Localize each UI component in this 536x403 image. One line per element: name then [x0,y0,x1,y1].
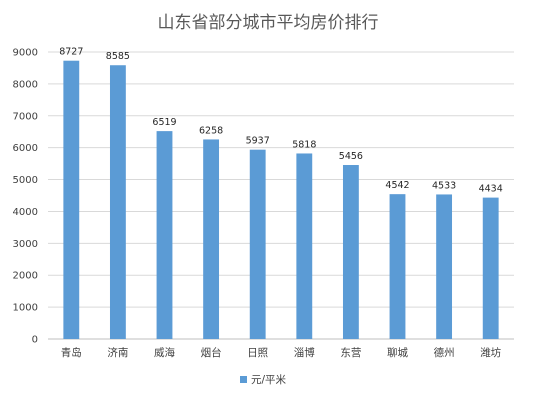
data-labels: 8727 8585 6519 6258 5937 5818 5456 4542 4533 4434 [59,47,503,195]
bar [63,60,80,340]
bar [389,194,406,339]
category-label: 聊城 [387,346,408,359]
category-label: 德州 [434,346,455,359]
category-label: 潍坊 [480,346,501,359]
chart-title: 山东省部分城市平均房价排行 [158,13,379,33]
y-tick-label: 5000 [13,175,38,186]
data-label: 5456 [339,151,363,162]
y-axis-ticks: 0 1000 2000 3000 4000 5000 6000 7000 8000 9000 [13,48,38,346]
data-label: 8585 [106,51,130,62]
category-label: 青岛 [61,346,82,359]
category-label: 济南 [107,346,128,359]
legend-label: 元/平米 [251,373,287,386]
bar [156,131,173,339]
bar [249,149,266,339]
data-label: 5818 [292,139,316,150]
data-label: 5937 [246,136,270,147]
bar [342,165,359,339]
category-label: 东营 [340,346,361,359]
data-label: 6519 [152,117,176,128]
y-tick-label: 3000 [13,239,38,250]
data-label: 8727 [59,47,83,58]
bar [436,194,453,339]
y-tick-label: 0 [32,335,38,346]
legend-swatch [240,376,247,383]
y-tick-label: 4000 [13,207,38,218]
category-label: 烟台 [201,346,222,359]
y-tick-label: 2000 [13,271,38,282]
category-label: 威海 [154,346,175,359]
data-label: 4542 [385,180,409,191]
category-label: 淄博 [294,346,315,359]
y-tick-label: 7000 [13,111,38,122]
bar [482,197,499,339]
category-label: 日照 [247,347,268,359]
bar [203,139,220,339]
y-tick-label: 1000 [13,303,38,314]
legend: 元/平米 [240,373,287,386]
bars [63,60,499,340]
y-tick-label: 6000 [13,143,38,154]
y-tick-label: 8000 [13,79,38,90]
data-label: 4434 [479,184,503,195]
data-label: 6258 [199,125,223,136]
data-label: 4533 [432,180,456,191]
y-tick-label: 9000 [13,48,38,59]
x-axis-categories: 青岛 济南 威海 烟台 日照 淄博 东营 聊城 德州 潍坊 [61,346,502,359]
bar [296,153,313,339]
bar [109,65,126,339]
